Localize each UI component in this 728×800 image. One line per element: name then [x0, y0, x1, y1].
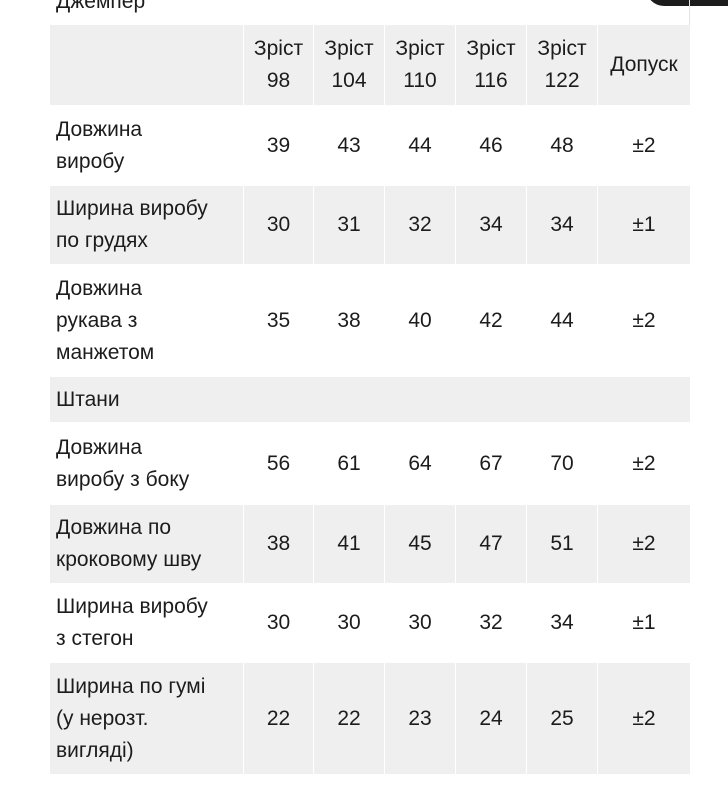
row-label: Ширина виробу по грудях	[50, 185, 243, 264]
header-empty-cell	[50, 25, 243, 105]
tolerance-cell: ±2	[597, 662, 690, 774]
tolerance-cell: ±2	[597, 105, 690, 185]
tolerance-cell: ±1	[597, 583, 690, 662]
table-row: Довжина виробу 39 43 44 46 48 ±2	[50, 105, 690, 185]
table-header-row: Зріст 98 Зріст 104 Зріст 110 Зріст 116 Зріст…	[50, 25, 690, 105]
measurement-cell: 40	[384, 264, 455, 376]
header-size-cell: Зріст 122	[526, 25, 597, 105]
row-label: Довжина виробу з боку	[50, 422, 243, 504]
frame-border-line	[689, 0, 690, 26]
measurement-cell: 38	[243, 504, 313, 583]
section-label: Штани	[50, 376, 690, 422]
tolerance-cell: ±1	[597, 185, 690, 264]
row-label: Ширина по гумі (у нерозт. вигляді)	[50, 662, 243, 774]
measurement-cell: 47	[455, 504, 526, 583]
measurement-cell: 34	[455, 185, 526, 264]
measurement-cell: 56	[243, 422, 313, 504]
section-title-jumper: Джемпер	[56, 0, 146, 13]
measurement-cell: 30	[384, 583, 455, 662]
row-label: Довжина по кроковому шву	[50, 504, 243, 583]
header-size-cell: Зріст 116	[455, 25, 526, 105]
measurement-cell: 22	[243, 662, 313, 774]
table-row: Ширина виробу по грудях 30 31 32 34 34 ±1	[50, 185, 690, 264]
measurement-cell: 41	[313, 504, 384, 583]
measurement-cell: 30	[313, 583, 384, 662]
measurement-cell: 22	[313, 662, 384, 774]
tolerance-cell: ±2	[597, 264, 690, 376]
row-label: Довжина рукава з манжетом	[50, 264, 243, 376]
measurement-cell: 45	[384, 504, 455, 583]
measurement-cell: 67	[455, 422, 526, 504]
measurement-cell: 70	[526, 422, 597, 504]
measurement-cell: 32	[455, 583, 526, 662]
tolerance-cell: ±2	[597, 504, 690, 583]
measurement-cell: 42	[455, 264, 526, 376]
table-row: Ширина виробу з стегон 30 30 30 32 34 ±1	[50, 583, 690, 662]
header-size-cell: Зріст 110	[384, 25, 455, 105]
row-label: Довжина виробу	[50, 105, 243, 185]
corner-overlay-shape	[646, 0, 728, 6]
table-row: Довжина виробу з боку 56 61 64 67 70 ±2	[50, 422, 690, 504]
measurement-cell: 25	[526, 662, 597, 774]
measurement-cell: 39	[243, 105, 313, 185]
measurement-cell: 34	[526, 185, 597, 264]
measurement-cell: 31	[313, 185, 384, 264]
measurement-cell: 32	[384, 185, 455, 264]
measurement-cell: 43	[313, 105, 384, 185]
measurement-cell: 61	[313, 422, 384, 504]
measurement-cell: 44	[526, 264, 597, 376]
measurement-cell: 46	[455, 105, 526, 185]
measurement-cell: 23	[384, 662, 455, 774]
table-row: Довжина по кроковому шву 38 41 45 47 51 ±2	[50, 504, 690, 583]
measurement-cell: 38	[313, 264, 384, 376]
tolerance-cell: ±2	[597, 422, 690, 504]
measurement-cell: 35	[243, 264, 313, 376]
header-size-cell: Зріст 104	[313, 25, 384, 105]
header-size-cell: Зріст 98	[243, 25, 313, 105]
measurement-cell: 64	[384, 422, 455, 504]
measurement-cell: 30	[243, 185, 313, 264]
table-row: Довжина рукава з манжетом 35 38 40 42 44 ±2	[50, 264, 690, 376]
measurement-cell: 24	[455, 662, 526, 774]
measurement-cell: 30	[243, 583, 313, 662]
section-row: Штани	[50, 376, 690, 422]
size-table: Зріст 98 Зріст 104 Зріст 110 Зріст 116 Зріст…	[50, 25, 690, 774]
measurement-cell: 48	[526, 105, 597, 185]
measurement-cell: 44	[384, 105, 455, 185]
measurement-cell: 51	[526, 504, 597, 583]
row-label: Ширина виробу з стегон	[50, 583, 243, 662]
measurement-cell: 34	[526, 583, 597, 662]
table-row: Ширина по гумі (у нерозт. вигляді) 22 22 23…	[50, 662, 690, 774]
header-tolerance-cell: Допуск	[597, 25, 690, 105]
